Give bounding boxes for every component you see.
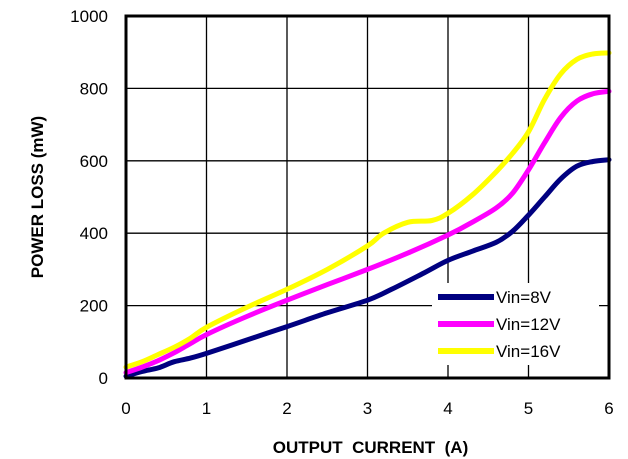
y-axis-title: POWER LOSS (mW) (28, 116, 47, 278)
series-layer (123, 50, 612, 379)
legend-label: Vin=12V (496, 315, 561, 334)
x-tick-label: 3 (363, 399, 372, 418)
x-axis-title: OUTPUT CURRENT (A) (273, 438, 468, 457)
y-tick-labels: 0 200 400 600 800 1000 (70, 7, 108, 388)
series-line-vin-12v (123, 88, 612, 376)
y-tick-label: 1000 (70, 7, 108, 26)
y-tick-label: 600 (80, 152, 108, 171)
x-tick-label: 5 (524, 399, 533, 418)
y-tick-label: 400 (80, 224, 108, 243)
x-tick-label: 6 (604, 399, 613, 418)
series-line-vin-8v (123, 157, 612, 379)
y-tick-label: 0 (99, 369, 108, 388)
x-tick-label: 1 (202, 399, 211, 418)
x-tick-labels: 0 1 2 3 4 5 6 (121, 399, 613, 418)
series-line-vin-16v (123, 50, 612, 370)
legend-label: Vin=8V (496, 288, 552, 307)
x-tick-label: 0 (121, 399, 130, 418)
y-tick-label: 200 (80, 297, 108, 316)
x-tick-label: 2 (282, 399, 291, 418)
legend: Vin=8V Vin=12V Vin=16V (432, 283, 599, 365)
plot-frame (124, 14, 611, 380)
x-tick-label: 4 (443, 399, 452, 418)
y-tick-label: 800 (80, 79, 108, 98)
legend-label: Vin=16V (496, 342, 561, 361)
